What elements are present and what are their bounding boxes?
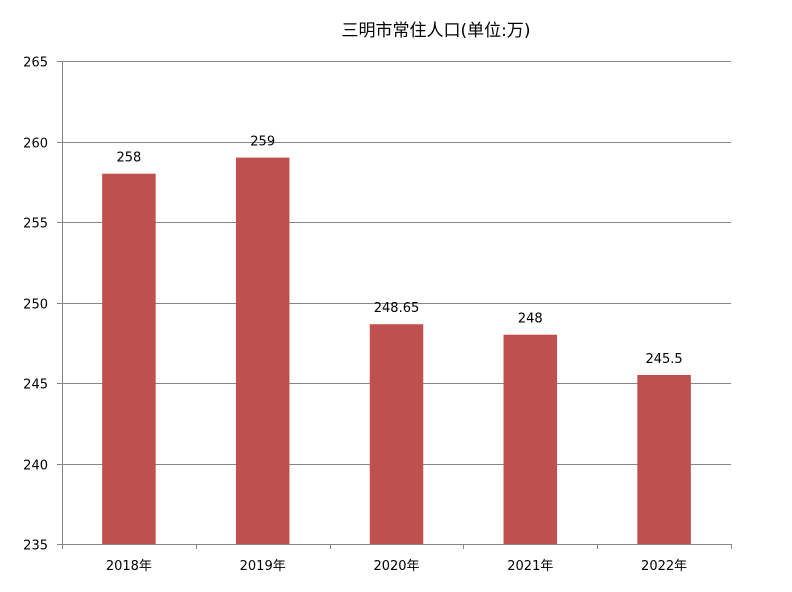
chart-title: 三明市常住人口(单位:万) xyxy=(342,21,531,41)
y-tick-label: 255 xyxy=(23,217,48,232)
y-tick-label: 260 xyxy=(23,137,48,152)
y-tick-label: 265 xyxy=(23,56,48,71)
x-category-label: 2019年 xyxy=(240,559,286,574)
data-labels: 258 2018年 259 2019年 248.65 2020年 248 2021年 245.5… xyxy=(106,135,687,574)
bar-2018年 xyxy=(102,173,156,544)
data-label: 245.5 xyxy=(645,352,682,367)
bar-2021年 xyxy=(503,334,558,544)
axes: 235 240 245 250 255 260 265 xyxy=(23,56,732,554)
data-label: 258 xyxy=(116,151,141,166)
bar-2022年 xyxy=(637,374,691,544)
x-category-label: 2020年 xyxy=(373,559,419,574)
data-label: 248 xyxy=(518,312,543,327)
gridlines xyxy=(62,61,731,465)
bar-2020年 xyxy=(369,324,424,544)
y-tick-label: 240 xyxy=(23,459,48,474)
data-label: 259 xyxy=(250,135,275,150)
y-tick-label: 245 xyxy=(23,378,48,393)
x-category-label: 2021年 xyxy=(507,559,553,574)
bars xyxy=(102,157,691,544)
data-label: 248.65 xyxy=(374,301,420,316)
y-tick-label: 235 xyxy=(23,539,48,554)
x-category-label: 2018年 xyxy=(106,559,152,574)
y-tick-label: 250 xyxy=(23,298,48,313)
x-category-label: 2022年 xyxy=(641,559,687,574)
bar-2019年 xyxy=(235,157,290,544)
